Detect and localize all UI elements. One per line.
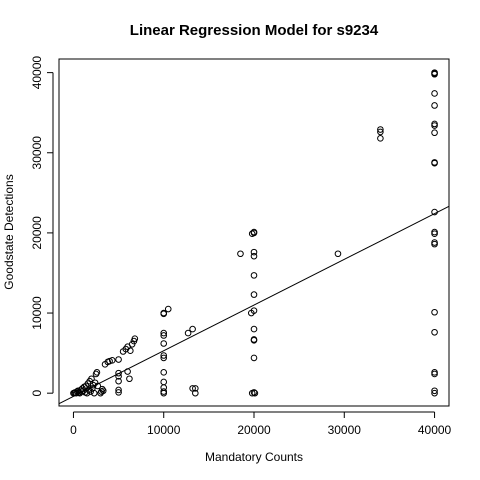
data-point [431,308,438,316]
data-point [431,102,438,109]
data-point [106,357,113,365]
data-point [90,389,98,397]
y-tick-label: 40000 [30,56,44,90]
data-point [250,248,258,256]
x-tick-label: 30000 [328,423,362,437]
x-tick-label: 10000 [147,423,181,437]
data-point [160,340,168,347]
data-point [83,389,91,397]
data-point [115,377,122,385]
data-point [250,325,258,333]
data-point [431,159,438,167]
data-point [431,328,438,336]
data-point [160,378,168,386]
regression-line-group [58,205,450,405]
data-point [250,252,258,260]
data-point [93,369,101,376]
data-point [431,129,438,137]
y-tick-label: 30000 [30,136,44,170]
data-point [431,122,438,129]
y-axis: 0 10000 20000 30000 40000 [30,56,54,397]
data-point [431,387,438,395]
x-tick-label: 40000 [418,423,452,437]
data-point [250,354,258,362]
data-point [189,325,196,333]
data-point [87,388,94,395]
data-point [250,336,258,344]
data-points [70,69,438,397]
data-point [160,310,168,318]
data-point [108,357,116,364]
data-point [192,389,199,397]
data-point [237,250,244,258]
x-tick-label: 20000 [237,423,271,437]
x-axis-label: Mandatory Counts [205,450,303,464]
data-point [99,387,107,395]
x-axis: 0 10000 20000 30000 40000 [70,411,452,437]
data-point [131,335,139,342]
data-point [115,356,122,363]
data-point [189,385,196,392]
data-point [377,128,384,136]
data-point [160,369,168,376]
data-point [160,332,168,339]
data-point [334,250,342,258]
data-point [248,389,256,397]
data-point [160,354,168,362]
data-point [377,135,384,142]
data-point [431,370,438,378]
data-point [377,126,384,133]
data-point [115,369,122,377]
data-point [184,329,192,337]
data-point [431,389,438,397]
data-point [431,70,438,78]
data-point [250,291,258,298]
regression-line [58,205,450,405]
y-tick-label: 10000 [30,296,44,330]
data-point [115,389,122,396]
data-point [127,347,134,355]
data-point [115,386,122,394]
data-point [431,240,438,248]
data-point [88,375,95,383]
data-point [192,385,199,392]
data-point [431,230,438,237]
data-point [251,389,259,397]
y-tick-label: 0 [30,390,44,397]
data-point [160,352,168,359]
plot-frame [58,58,450,407]
data-point [250,272,258,279]
data-point [160,329,168,337]
chart-title: Linear Regression Model for s9234 [130,22,379,39]
data-point [250,307,258,314]
data-point [164,305,172,313]
data-point [250,229,258,237]
data-point [431,90,438,97]
y-axis-label: Goodstate Detections [2,174,16,289]
x-tick-label: 0 [70,423,77,437]
data-point [160,389,168,397]
data-point [128,340,136,348]
data-point [126,375,133,383]
y-tick-label: 20000 [30,216,44,250]
